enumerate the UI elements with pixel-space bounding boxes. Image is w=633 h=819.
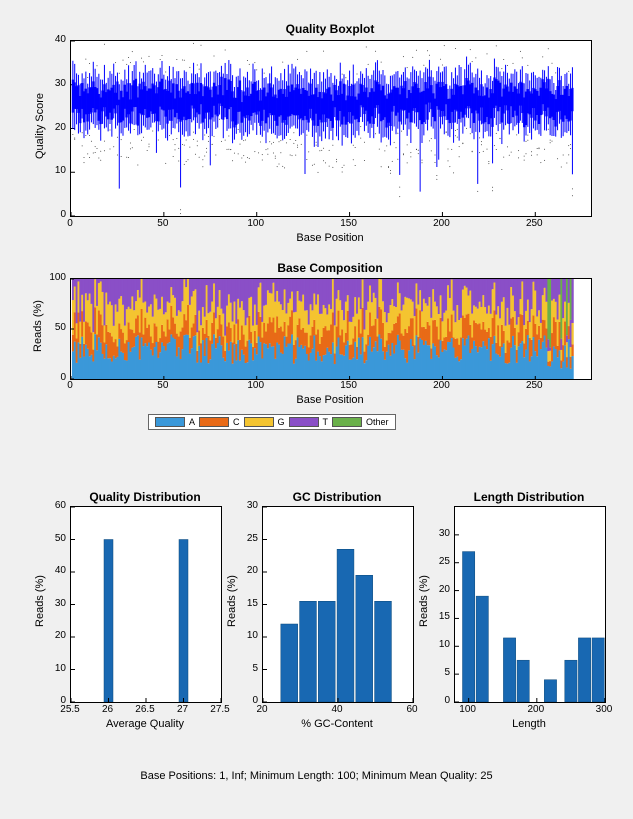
panel3-title: Quality Distribution <box>70 490 220 504</box>
panel3-xlabel: Average Quality <box>70 718 220 730</box>
panel1-plot <box>71 41 591 216</box>
panel1-axes <box>70 40 592 217</box>
panel4-axes <box>262 506 414 703</box>
legend-swatch-g <box>244 417 274 427</box>
legend-label-c: C <box>233 417 240 427</box>
panel5-ylabel: Reads (%) <box>418 556 430 646</box>
legend-swatch-a <box>155 417 185 427</box>
panel2-title: Base Composition <box>70 261 590 275</box>
panel2-axes <box>70 278 592 380</box>
panel3-plot <box>71 507 221 702</box>
panel5-axes <box>454 506 606 703</box>
legend-label-t: T <box>323 417 329 427</box>
panel3-axes <box>70 506 222 703</box>
panel4-ylabel: Reads (%) <box>226 556 238 646</box>
panel4-plot <box>263 507 413 702</box>
legend-swatch-t <box>289 417 319 427</box>
panel1-xlabel: Base Position <box>70 232 590 244</box>
figure: Quality Boxplot Quality Score Base Posit… <box>0 0 633 819</box>
panel2-ylabel: Reads (%) <box>32 276 44 376</box>
panel2-plot <box>71 279 591 379</box>
panel1-ylabel: Quality Score <box>34 56 46 196</box>
legend-label-other: Other <box>366 417 389 427</box>
legend-label-g: G <box>278 417 285 427</box>
legend-label-a: A <box>189 417 195 427</box>
panel5-plot <box>455 507 605 702</box>
panel3-ylabel: Reads (%) <box>34 556 46 646</box>
panel2-legend: A C G T Other <box>148 414 396 430</box>
footer-text: Base Positions: 1, Inf; Minimum Length: … <box>0 770 633 782</box>
panel4-title: GC Distribution <box>262 490 412 504</box>
legend-swatch-c <box>199 417 229 427</box>
panel4-xlabel: % GC-Content <box>262 718 412 730</box>
panel2-xlabel: Base Position <box>70 394 590 406</box>
panel5-title: Length Distribution <box>454 490 604 504</box>
panel5-xlabel: Length <box>454 718 604 730</box>
legend-swatch-other <box>332 417 362 427</box>
panel1-title: Quality Boxplot <box>70 22 590 36</box>
